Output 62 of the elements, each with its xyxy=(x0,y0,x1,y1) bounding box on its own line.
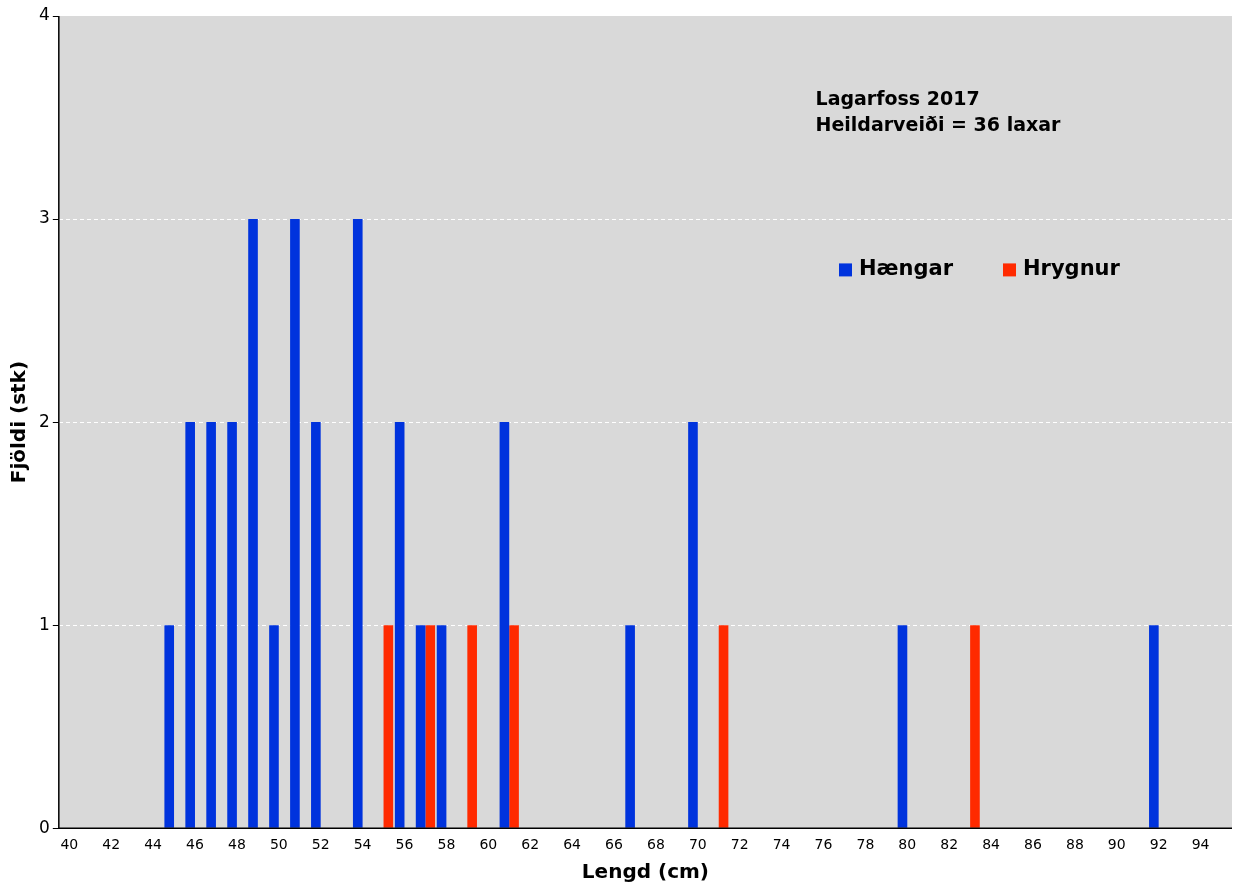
bar xyxy=(227,422,237,828)
x-tick-label: 48 xyxy=(227,836,246,853)
bar xyxy=(269,625,279,828)
x-tick-label: 64 xyxy=(563,836,582,853)
x-tick-label: 94 xyxy=(1191,836,1210,853)
x-tick-label: 80 xyxy=(898,836,917,853)
bar xyxy=(352,219,363,828)
x-axis-title: Lengd (cm) xyxy=(581,859,709,884)
bar xyxy=(436,625,447,828)
bar xyxy=(509,625,519,828)
x-tick-label: 42 xyxy=(102,836,121,853)
bar xyxy=(625,625,635,828)
x-tick-label: 88 xyxy=(1065,836,1084,853)
x-tick-label: 92 xyxy=(1149,836,1168,853)
y-tick-label: 3 xyxy=(38,207,50,228)
bar xyxy=(185,422,195,828)
bar xyxy=(415,625,426,828)
x-tick-label: 62 xyxy=(521,836,540,853)
bar xyxy=(164,625,175,828)
bar xyxy=(688,422,698,828)
y-tick-label: 1 xyxy=(38,613,50,634)
bar xyxy=(718,625,729,828)
bar xyxy=(248,219,258,828)
x-tick-label: 86 xyxy=(1024,836,1042,853)
x-tick-label: 68 xyxy=(646,836,665,853)
x-tick-label: 66 xyxy=(605,836,623,853)
x-tick-label: 72 xyxy=(730,836,749,853)
x-tick-label: 82 xyxy=(940,836,959,853)
x-tick-label: 44 xyxy=(144,836,163,853)
y-axis-title: Fjöldi (stk) xyxy=(6,360,31,484)
y-tick-label: 0 xyxy=(38,816,50,837)
x-tick-label: 58 xyxy=(437,836,456,853)
x-tick-label: 54 xyxy=(353,836,372,853)
annotation: Heildarveiði = 36 laxar xyxy=(815,112,1062,135)
legend-label: Hrygnur xyxy=(1022,255,1121,280)
x-tick-label: 40 xyxy=(60,836,79,853)
x-tick-label: 60 xyxy=(479,836,498,853)
y-tick-label: 4 xyxy=(38,4,50,25)
x-tick-label: 46 xyxy=(186,836,204,853)
y-tick-label: 2 xyxy=(38,410,50,431)
x-tick-label: 74 xyxy=(772,836,791,853)
bar xyxy=(1149,625,1159,828)
annotation: Lagarfoss 2017 xyxy=(815,86,980,109)
bar xyxy=(467,625,477,828)
x-tick-label: 90 xyxy=(1107,836,1126,853)
bar xyxy=(383,625,394,828)
x-tick-label: 50 xyxy=(269,836,288,853)
bar xyxy=(499,422,510,828)
x-tick-label: 56 xyxy=(395,836,414,853)
x-tick-label: 52 xyxy=(311,836,330,853)
bar xyxy=(425,625,436,828)
x-tick-label: 76 xyxy=(814,836,833,853)
x-tick-label: 70 xyxy=(688,836,707,853)
x-tick-label: 78 xyxy=(856,836,875,853)
legend-label: Hængar xyxy=(858,255,954,280)
bar xyxy=(206,422,216,828)
bar xyxy=(311,422,321,828)
bar xyxy=(394,422,405,828)
x-tick-label: 84 xyxy=(982,836,1001,853)
bar xyxy=(897,625,908,828)
bar xyxy=(290,219,300,828)
bar xyxy=(970,625,980,828)
